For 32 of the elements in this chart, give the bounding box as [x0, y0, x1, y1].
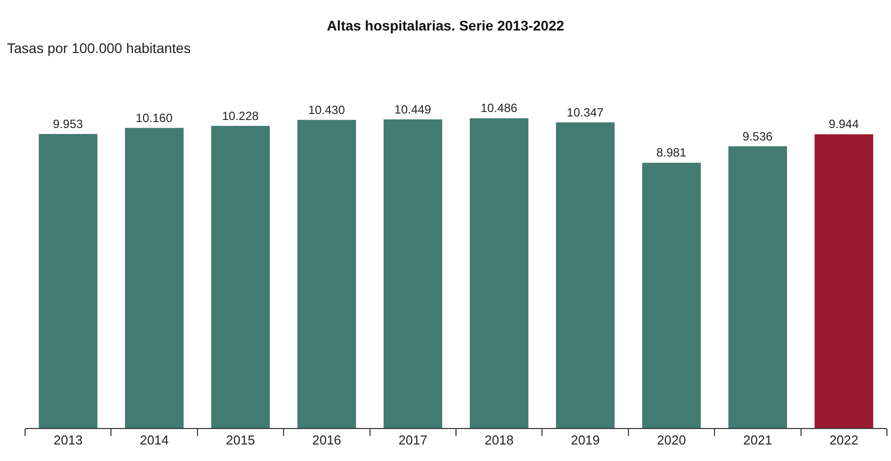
y-axis-title: Tasas por 100.000 habitantes [7, 40, 191, 56]
x-tick-label: 2018 [484, 432, 514, 448]
data-label: 9.536 [742, 129, 773, 144]
x-tick-label: 2013 [54, 432, 83, 448]
bar [384, 119, 442, 428]
data-label: 10.430 [308, 102, 346, 117]
data-label: 10.449 [394, 102, 432, 116]
x-tick-label: 2017 [398, 432, 428, 448]
bar [642, 162, 701, 428]
bar [814, 134, 874, 428]
bar [728, 146, 788, 428]
bar [297, 120, 356, 428]
chart-title: Altas hospitalarias. Serie 2013-2022 [326, 18, 564, 34]
bar [124, 128, 184, 428]
x-tick-label: 2015 [226, 432, 255, 448]
x-tick-label: 2014 [140, 432, 169, 448]
x-tick-label: 2020 [657, 432, 686, 448]
data-label: 9.944 [828, 117, 860, 132]
x-tick-label: 2022 [829, 432, 858, 448]
bar [211, 126, 270, 428]
data-label: 10.228 [222, 108, 260, 123]
bar [470, 118, 528, 428]
bar [38, 134, 98, 428]
data-label: 8.981 [656, 146, 687, 160]
data-label: 10.160 [136, 110, 173, 125]
x-tick-label: 2021 [743, 432, 772, 448]
bar [556, 122, 615, 428]
x-tick-label: 2019 [570, 432, 600, 448]
data-label: 10.347 [566, 105, 604, 120]
x-tick-label: 2016 [312, 432, 342, 448]
data-label: 10.486 [480, 101, 518, 116]
data-label: 9.953 [52, 116, 84, 131]
